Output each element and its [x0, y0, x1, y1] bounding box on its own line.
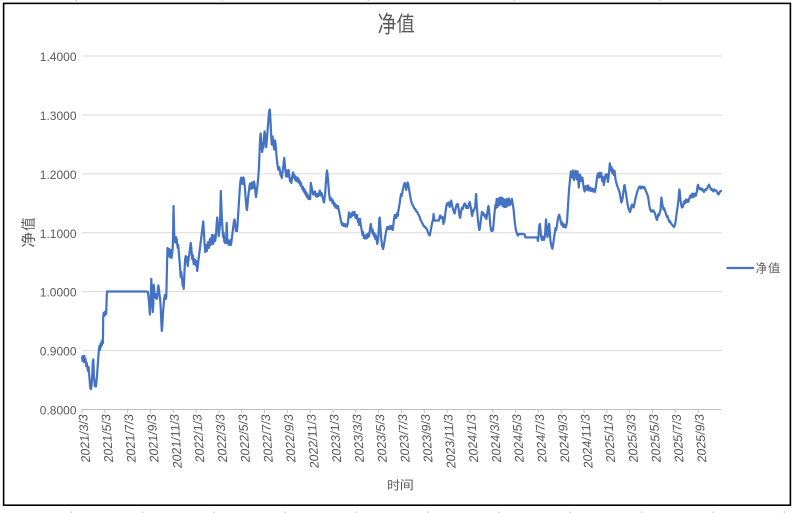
svg-text:1.1000: 1.1000	[40, 227, 77, 241]
svg-text:2025/1/3: 2025/1/3	[601, 413, 618, 462]
svg-text:2021/5/3: 2021/5/3	[99, 413, 116, 462]
svg-text:1.4000: 1.4000	[40, 50, 77, 64]
svg-text:2025/7/3: 2025/7/3	[670, 413, 687, 462]
svg-text:2023/3/3: 2023/3/3	[350, 413, 367, 462]
svg-text:0.8000: 0.8000	[40, 404, 77, 418]
svg-text:2023/5/3: 2023/5/3	[373, 413, 390, 462]
svg-text:2023/7/3: 2023/7/3	[396, 413, 413, 462]
svg-text:0.9000: 0.9000	[40, 345, 77, 359]
svg-text:2022/7/3: 2022/7/3	[259, 413, 276, 462]
svg-text:2023/11/3: 2023/11/3	[441, 413, 458, 468]
svg-text:2022/11/3: 2022/11/3	[304, 413, 321, 468]
svg-text:2024/7/3: 2024/7/3	[533, 413, 550, 462]
svg-text:1.0000: 1.0000	[40, 286, 77, 300]
svg-text:2024/5/3: 2024/5/3	[510, 413, 527, 462]
svg-text:2025/9/3: 2025/9/3	[692, 413, 709, 462]
svg-text:2022/9/3: 2022/9/3	[282, 413, 299, 462]
svg-text:2021/7/3: 2021/7/3	[122, 413, 139, 462]
svg-text:2021/9/3: 2021/9/3	[145, 413, 162, 462]
svg-text:2024/9/3: 2024/9/3	[555, 413, 572, 462]
svg-text:2021/3/3: 2021/3/3	[76, 413, 93, 462]
svg-text:2023/1/3: 2023/1/3	[327, 413, 344, 462]
svg-text:2022/1/3: 2022/1/3	[190, 413, 207, 462]
svg-text:2021/11/3: 2021/11/3	[168, 413, 185, 468]
svg-text:2024/1/3: 2024/1/3	[464, 413, 481, 462]
svg-text:2022/3/3: 2022/3/3	[213, 413, 230, 462]
svg-text:1.2000: 1.2000	[40, 168, 77, 182]
svg-text:2023/9/3: 2023/9/3	[419, 413, 436, 462]
svg-text:2022/5/3: 2022/5/3	[236, 413, 253, 462]
svg-text:2024/3/3: 2024/3/3	[487, 413, 504, 462]
svg-text:2024/11/3: 2024/11/3	[578, 413, 595, 468]
svg-text:2025/5/3: 2025/5/3	[647, 413, 664, 462]
svg-text:2025/3/3: 2025/3/3	[624, 413, 641, 462]
svg-text:1.3000: 1.3000	[40, 109, 77, 123]
